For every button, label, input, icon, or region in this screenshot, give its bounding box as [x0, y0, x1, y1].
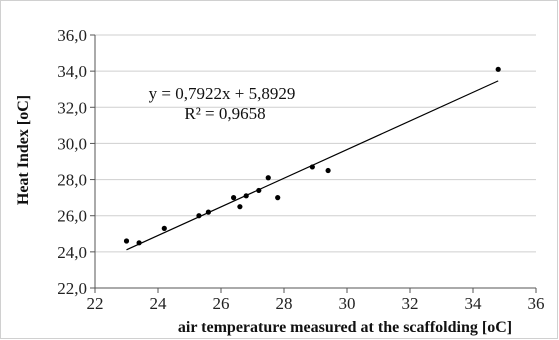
x-tick-label: 32: [402, 294, 419, 313]
x-tick-label: 28: [276, 294, 293, 313]
data-point: [136, 240, 142, 246]
y-tick-label: 32,0: [57, 98, 87, 117]
y-tick-label: 34,0: [57, 62, 87, 81]
x-tick-label: 36: [528, 294, 545, 313]
data-point: [161, 225, 167, 231]
x-tick-label: 26: [213, 294, 230, 313]
y-tick-label: 22,0: [57, 279, 87, 298]
data-point: [325, 167, 331, 174]
data-point: [256, 187, 262, 194]
y-tick-label: 24,0: [57, 243, 87, 262]
trendline-equation: y = 0,7922x + 5,8929: [149, 84, 296, 103]
y-tick-label: 30,0: [57, 134, 87, 153]
data-point: [275, 195, 281, 201]
x-tick-label: 24: [150, 294, 168, 313]
data-point: [231, 195, 237, 201]
data-points: [123, 66, 501, 246]
data-point: [205, 209, 211, 215]
data-point: [237, 204, 243, 210]
y-tick-label: 26,0: [57, 207, 87, 226]
data-point: [243, 193, 249, 199]
tick-labels: 22,0 24,0 26,0 28,0 30,0 32,0 34,0 36,0 22 24 26 28…: [57, 26, 544, 313]
data-point: [196, 213, 202, 219]
x-axis-title: air temperature measured at the scaffold…: [178, 319, 512, 336]
data-point: [265, 175, 271, 181]
data-point: [123, 238, 130, 244]
x-tick-label: 22: [87, 294, 104, 313]
gridlines: [95, 34, 536, 253]
x-tick-label: 30: [339, 294, 356, 313]
r-squared-label: R² = 0,9658: [184, 104, 265, 123]
data-point: [309, 164, 315, 170]
data-point: [495, 66, 501, 72]
y-tick-label: 36,0: [57, 26, 87, 45]
x-tick-label: 34: [465, 294, 483, 313]
axes: [90, 34, 537, 293]
y-axis-title: Heat Index [oC]: [15, 95, 32, 205]
y-tick-label: 28,0: [57, 171, 87, 190]
